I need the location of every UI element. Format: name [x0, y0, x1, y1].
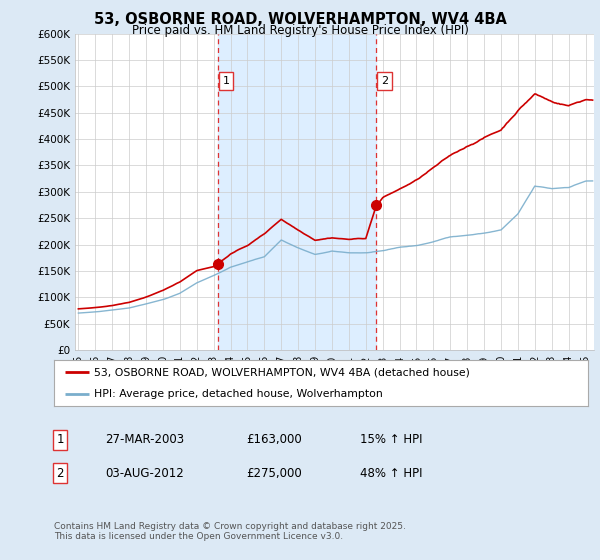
Text: HPI: Average price, detached house, Wolverhampton: HPI: Average price, detached house, Wolv…	[94, 389, 383, 399]
Text: 2: 2	[56, 466, 64, 480]
Text: 27-MAR-2003: 27-MAR-2003	[105, 433, 184, 446]
Text: Price paid vs. HM Land Registry's House Price Index (HPI): Price paid vs. HM Land Registry's House …	[131, 24, 469, 37]
Text: 1: 1	[223, 76, 230, 86]
Text: 2: 2	[381, 76, 388, 86]
Text: £275,000: £275,000	[246, 466, 302, 480]
Bar	[218, 34, 376, 350]
Text: £163,000: £163,000	[246, 433, 302, 446]
Text: 1: 1	[56, 433, 64, 446]
Text: 15% ↑ HPI: 15% ↑ HPI	[360, 433, 422, 446]
Text: 53, OSBORNE ROAD, WOLVERHAMPTON, WV4 4BA: 53, OSBORNE ROAD, WOLVERHAMPTON, WV4 4BA	[94, 12, 506, 27]
Text: 48% ↑ HPI: 48% ↑ HPI	[360, 466, 422, 480]
Text: Contains HM Land Registry data © Crown copyright and database right 2025.
This d: Contains HM Land Registry data © Crown c…	[54, 522, 406, 542]
Text: 03-AUG-2012: 03-AUG-2012	[105, 466, 184, 480]
Text: 53, OSBORNE ROAD, WOLVERHAMPTON, WV4 4BA (detached house): 53, OSBORNE ROAD, WOLVERHAMPTON, WV4 4BA…	[94, 367, 470, 377]
